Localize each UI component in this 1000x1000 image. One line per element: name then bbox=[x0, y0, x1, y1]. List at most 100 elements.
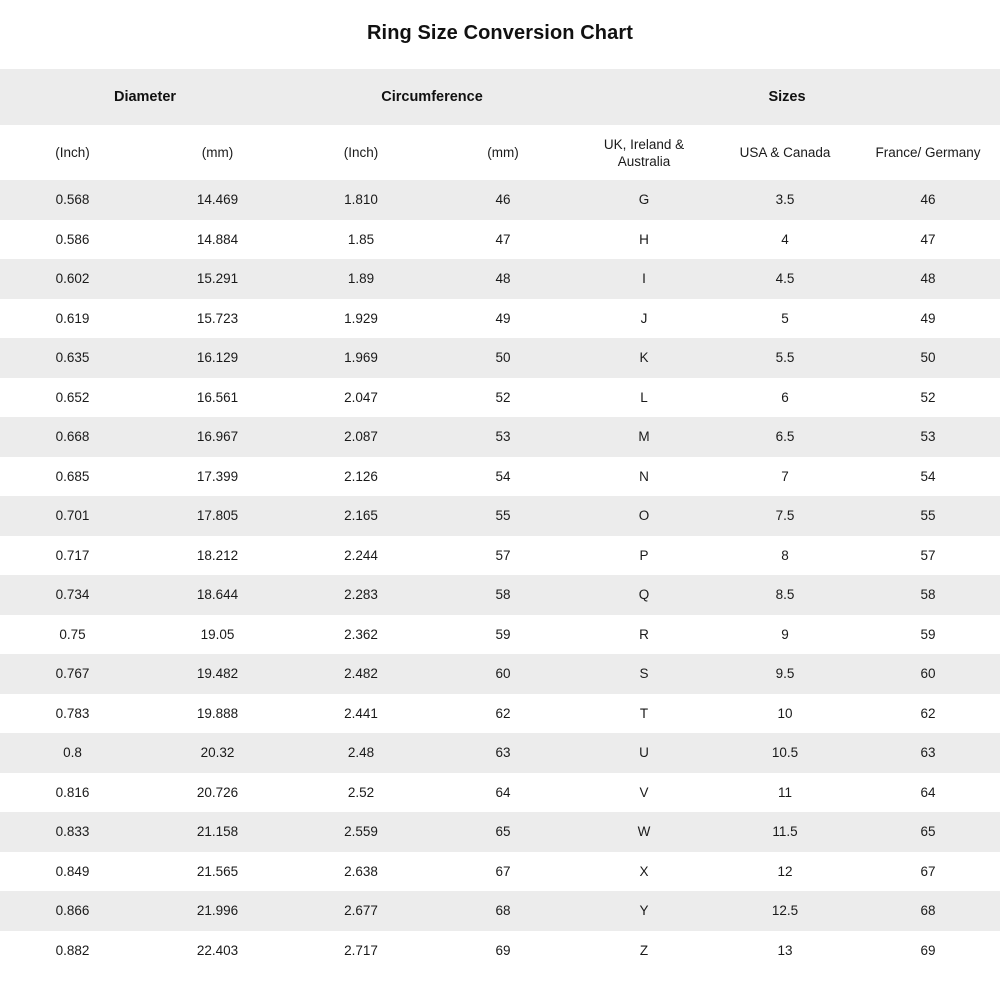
table-cell: 68 bbox=[920, 903, 936, 919]
table-cell: 2.283 bbox=[344, 587, 378, 603]
table-cell: 2.126 bbox=[344, 468, 378, 484]
table-cell: 1.969 bbox=[344, 350, 378, 366]
table-cell: 2.559 bbox=[344, 824, 378, 840]
table-cell: 0.882 bbox=[55, 942, 90, 958]
table-cell: 17.399 bbox=[196, 468, 239, 484]
table-row: 0.701 17.805 2.165 55 O 7.5 55 bbox=[0, 496, 1000, 536]
table-cell: 0.75 bbox=[59, 626, 86, 642]
table-cell: 0.668 bbox=[55, 429, 90, 445]
table-cell: L bbox=[640, 389, 648, 405]
table-cell: 49 bbox=[920, 310, 936, 326]
table-cell: 54 bbox=[495, 468, 511, 484]
table-cell: 62 bbox=[920, 705, 936, 721]
table-cell: 2.441 bbox=[344, 705, 378, 721]
table-cell: 0.866 bbox=[55, 903, 90, 919]
table-row: 0.783 19.888 2.441 62 T 10 62 bbox=[0, 693, 1000, 733]
table-cell: Q bbox=[638, 587, 650, 603]
table-cell: 0.602 bbox=[55, 271, 90, 287]
table-cell: S bbox=[639, 666, 649, 682]
table-cell: 11.5 bbox=[772, 824, 798, 840]
table-cell: 4 bbox=[781, 231, 789, 247]
table-cell: 9.5 bbox=[775, 666, 795, 682]
table-cell: 1.929 bbox=[344, 310, 378, 326]
column-header-circumference-mm: (mm) bbox=[487, 145, 519, 160]
table-cell: 20.726 bbox=[196, 784, 239, 800]
table-cell: 3.5 bbox=[775, 192, 795, 208]
table-cell: 16.129 bbox=[196, 350, 239, 366]
table-cell: 1.89 bbox=[347, 271, 375, 287]
table-cell: 18.212 bbox=[196, 547, 239, 563]
table-cell: 0.833 bbox=[55, 824, 90, 840]
table-cell: 2.244 bbox=[344, 547, 378, 563]
table-row: 0.717 18.212 2.244 57 P 8 57 bbox=[0, 535, 1000, 575]
table-cell: 67 bbox=[495, 863, 511, 879]
table-row: 0.866 21.996 2.677 68 Y 12.5 68 bbox=[0, 891, 1000, 931]
table-cell: G bbox=[638, 192, 650, 208]
table-row: 0.568 14.469 1.810 46 G 3.5 46 bbox=[0, 180, 1000, 220]
table-cell: O bbox=[638, 508, 650, 524]
table-cell: 46 bbox=[495, 192, 511, 208]
table-cell: 0.635 bbox=[55, 350, 90, 366]
table-row: 0.75 19.05 2.362 59 R 9 59 bbox=[0, 614, 1000, 654]
table-cell: Y bbox=[639, 903, 649, 919]
table-cell: 2.717 bbox=[344, 942, 378, 958]
table-cell: 8.5 bbox=[775, 587, 795, 603]
table-cell: N bbox=[639, 468, 649, 484]
table-cell: 57 bbox=[495, 547, 511, 563]
table-row: 0.668 16.967 2.087 53 M 6.5 53 bbox=[0, 417, 1000, 457]
table-cell: 7.5 bbox=[775, 508, 795, 524]
table-cell: 8 bbox=[781, 547, 789, 563]
table-cell: 0.783 bbox=[55, 705, 90, 721]
table-cell: X bbox=[639, 863, 649, 879]
table-cell: I bbox=[642, 271, 646, 287]
table-cell: 10 bbox=[777, 705, 793, 721]
table-cell: 9 bbox=[781, 626, 789, 642]
table-cell: 14.884 bbox=[196, 231, 239, 247]
table-row: 0.734 18.644 2.283 58 Q 8.5 58 bbox=[0, 575, 1000, 615]
table-cell: U bbox=[639, 745, 649, 761]
table-head: Diameter Circumference Sizes (Inch) (mm)… bbox=[0, 69, 1000, 180]
table-cell: 2.52 bbox=[347, 784, 375, 800]
table-cell: 46 bbox=[920, 192, 936, 208]
table-cell: 0.586 bbox=[55, 231, 90, 247]
table-cell: 12.5 bbox=[771, 903, 799, 919]
table-cell: 15.291 bbox=[196, 271, 239, 287]
column-header-uk-ireland-australia: UK, Ireland & Australia bbox=[603, 136, 685, 169]
table-cell: 2.638 bbox=[344, 863, 378, 879]
table-row: 0.652 16.561 2.047 52 L 6 52 bbox=[0, 377, 1000, 417]
table-cell: 12 bbox=[777, 863, 793, 879]
table-cell: 59 bbox=[495, 626, 511, 642]
group-header-sizes: Sizes bbox=[768, 89, 806, 105]
table-cell: 21.565 bbox=[196, 863, 239, 879]
table-cell: 19.888 bbox=[196, 705, 239, 721]
table-cell: 68 bbox=[495, 903, 511, 919]
table-cell: 53 bbox=[495, 429, 511, 445]
table-cell: 2.362 bbox=[344, 626, 378, 642]
table-cell: 0.849 bbox=[55, 863, 90, 879]
table-cell: 55 bbox=[920, 508, 936, 524]
table-cell: 7 bbox=[781, 468, 789, 484]
table-row: 0.602 15.291 1.89 48 I 4.5 48 bbox=[0, 259, 1000, 299]
table-cell: 0.767 bbox=[55, 666, 90, 682]
table-cell: 22.403 bbox=[196, 942, 239, 958]
table-cell: T bbox=[639, 705, 649, 721]
table-cell: P bbox=[639, 547, 649, 563]
table-cell: 1.85 bbox=[347, 231, 375, 247]
table-cell: 19.05 bbox=[200, 626, 235, 642]
table-cell: 2.165 bbox=[344, 508, 378, 524]
table-cell: 6 bbox=[781, 389, 789, 405]
table-cell: 0.8 bbox=[63, 745, 82, 761]
table-cell: 0.717 bbox=[55, 547, 90, 563]
table-cell: H bbox=[639, 231, 649, 247]
column-header-france-germany: France/ Germany bbox=[875, 145, 981, 160]
column-header-diameter-inch: (Inch) bbox=[55, 145, 90, 160]
table-row: 0.635 16.129 1.969 50 K 5.5 50 bbox=[0, 338, 1000, 378]
table-cell: 13 bbox=[777, 942, 793, 958]
table-row: 0.767 19.482 2.482 60 S 9.5 60 bbox=[0, 654, 1000, 694]
table-cell: 63 bbox=[495, 745, 511, 761]
table-cell: 60 bbox=[920, 666, 936, 682]
table-cell: 49 bbox=[495, 310, 511, 326]
table-cell: 60 bbox=[495, 666, 511, 682]
table-cell: 47 bbox=[920, 231, 936, 247]
